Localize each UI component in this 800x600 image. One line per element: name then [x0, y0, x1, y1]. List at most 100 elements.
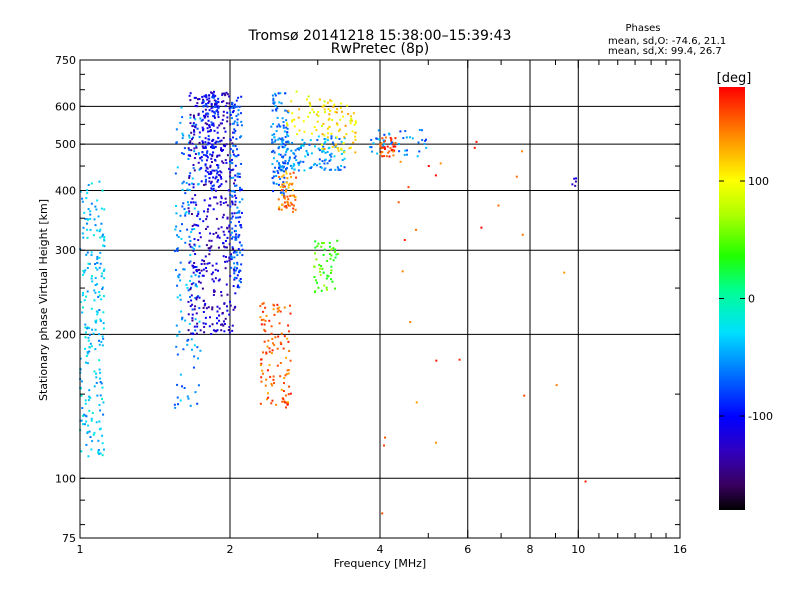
data-point — [284, 144, 287, 147]
data-point — [397, 201, 400, 204]
data-point — [197, 224, 200, 227]
data-point — [87, 208, 90, 211]
data-point — [212, 138, 215, 141]
data-point — [303, 141, 306, 144]
data-point — [201, 118, 204, 121]
data-point — [215, 105, 218, 108]
data-point — [193, 130, 196, 133]
data-point — [380, 142, 383, 145]
data-point — [220, 147, 223, 150]
data-point — [207, 119, 210, 122]
data-point — [90, 345, 93, 348]
data-point — [331, 141, 334, 144]
data-point — [574, 180, 577, 183]
data-point — [337, 129, 340, 132]
data-point — [259, 305, 262, 308]
data-point — [228, 326, 231, 329]
data-point — [343, 151, 346, 154]
data-point — [392, 150, 395, 153]
data-point — [216, 310, 219, 313]
data-point — [235, 251, 238, 254]
data-point — [349, 122, 352, 125]
data-point — [89, 436, 92, 439]
data-point — [211, 169, 214, 172]
data-point — [234, 235, 237, 238]
data-point — [230, 158, 233, 161]
data-point — [282, 347, 285, 350]
data-point — [200, 119, 203, 122]
data-point — [330, 152, 333, 155]
data-point — [294, 208, 297, 211]
data-point — [187, 329, 190, 332]
data-point — [220, 294, 223, 297]
data-point — [225, 246, 228, 249]
data-point — [298, 129, 301, 132]
data-point — [229, 275, 232, 278]
data-point — [195, 312, 198, 315]
data-point — [282, 181, 285, 184]
data-point — [97, 450, 100, 453]
data-point — [224, 255, 227, 258]
data-point — [233, 269, 236, 272]
data-point — [193, 133, 196, 136]
data-point — [194, 126, 197, 129]
data-point — [94, 291, 97, 294]
data-point — [218, 314, 221, 317]
data-point — [218, 236, 221, 239]
data-point — [224, 322, 227, 325]
data-point — [193, 261, 196, 264]
data-point — [435, 359, 438, 362]
data-point — [379, 152, 382, 155]
data-point — [236, 274, 239, 277]
data-point — [206, 143, 209, 146]
data-point — [208, 177, 211, 180]
data-point — [204, 183, 207, 186]
data-point — [286, 177, 289, 180]
data-point — [425, 146, 428, 149]
data-point — [215, 169, 218, 172]
data-point — [101, 286, 104, 289]
data-point — [584, 480, 587, 483]
data-point — [81, 294, 84, 297]
data-point — [573, 177, 576, 180]
data-point — [286, 403, 289, 406]
data-point — [187, 141, 190, 144]
data-point — [336, 147, 339, 150]
data-point — [238, 173, 241, 176]
data-point — [285, 401, 288, 404]
data-point — [271, 177, 274, 180]
data-point — [273, 344, 276, 347]
data-point — [276, 364, 279, 367]
data-point — [333, 250, 336, 253]
data-point — [265, 314, 268, 317]
data-point — [180, 310, 183, 313]
data-point — [293, 152, 296, 155]
data-point — [238, 220, 241, 223]
data-point — [397, 143, 400, 146]
data-point — [379, 145, 382, 148]
data-point — [226, 226, 229, 229]
data-point — [98, 266, 101, 269]
data-point — [387, 151, 390, 154]
data-point — [234, 269, 237, 272]
data-point — [313, 145, 316, 148]
data-point — [283, 205, 286, 208]
data-point — [194, 274, 197, 277]
data-point — [218, 124, 221, 127]
data-point — [284, 159, 287, 162]
x-tick-label: 2 — [227, 543, 234, 556]
data-point — [185, 283, 188, 286]
data-point — [330, 137, 333, 140]
data-point — [229, 175, 232, 178]
data-point — [204, 316, 207, 319]
data-point — [98, 404, 101, 407]
data-point — [291, 141, 294, 144]
data-point — [232, 308, 235, 311]
data-point — [273, 382, 276, 385]
data-point — [237, 271, 240, 274]
data-point — [280, 143, 283, 146]
data-point — [284, 170, 287, 173]
data-points — [79, 90, 587, 515]
colorbar-tick-label: 100 — [748, 175, 769, 188]
